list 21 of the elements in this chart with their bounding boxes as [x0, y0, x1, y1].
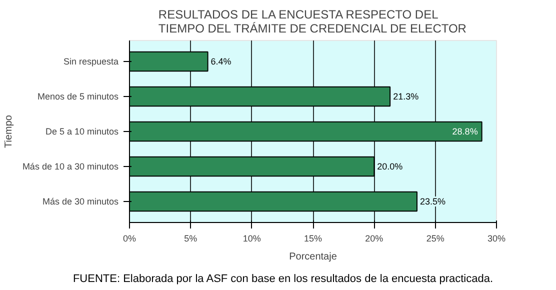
chart-title: RESULTADOS DE LA ENCUESTA RESPECTO DEL TIEMPO DEL TRÁMITE DE CREDENCIAL DE ELECTOR	[158, 8, 467, 36]
x-tick-label: 10%	[242, 234, 261, 244]
y-tick-label: Menos de 5 minutos	[37, 92, 119, 102]
y-tick-label: De 5 a 10 minutos	[45, 126, 119, 136]
source-note: FUENTE: Elaborada por la ASF con base en los resultados de la encuesta practicada.	[72, 272, 494, 287]
data-label: 20.0%	[377, 162, 403, 172]
x-tick-label: 15%	[304, 234, 322, 244]
data-label: 6.4%	[210, 56, 232, 66]
y-tick-label: Sin respuesta	[63, 56, 119, 66]
data-label: 21.3%	[393, 92, 419, 102]
x-tick-label: 5%	[184, 234, 198, 244]
y-tick-label: Más de 30 minutos	[42, 196, 119, 206]
data-label: 28.8%	[452, 126, 478, 136]
y-axis-title: Tiempo	[3, 114, 14, 148]
x-tick-label: 25%	[426, 234, 444, 244]
x-axis-title: Porcentaje	[289, 252, 338, 262]
x-tick-label: 20%	[365, 234, 384, 244]
y-tick-label: Más de 10 a 30 minutos	[22, 162, 119, 172]
data-label: 23.5%	[420, 196, 446, 206]
x-tick-label: 0%	[122, 234, 136, 244]
x-tick-label: 30%	[487, 234, 506, 244]
